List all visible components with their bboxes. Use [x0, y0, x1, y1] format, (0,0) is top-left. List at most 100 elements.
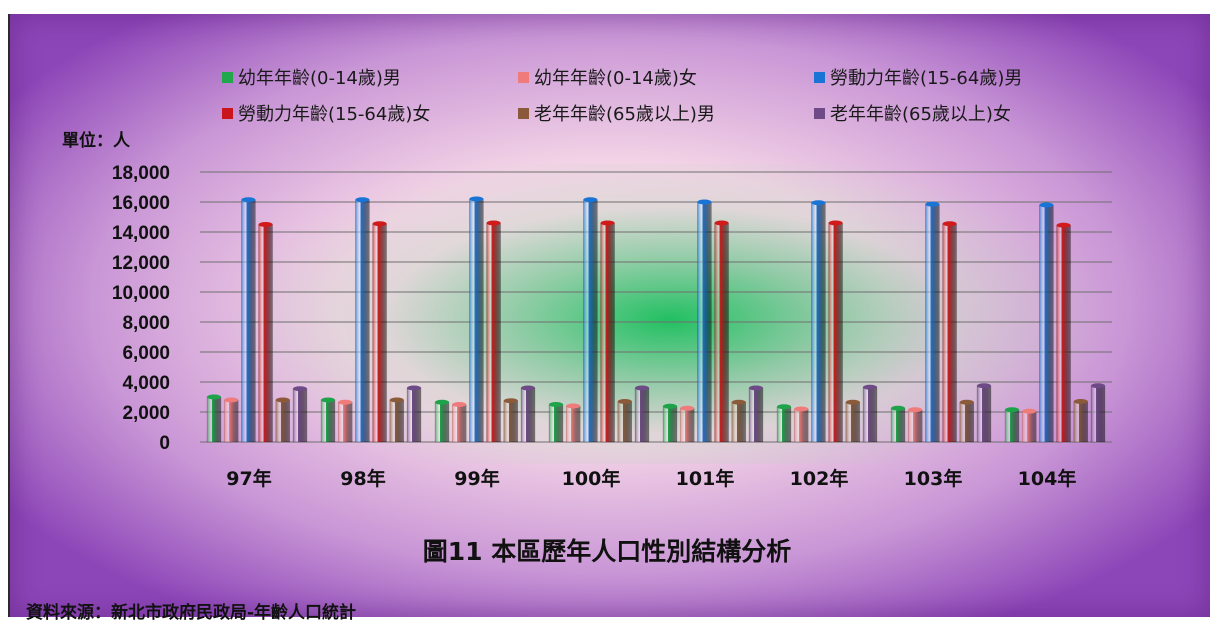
bar [565, 403, 581, 443]
y-tick-label: 18,000 [112, 163, 170, 184]
bar [372, 221, 387, 443]
bar [793, 406, 809, 443]
legend: 幼年年齡(0-14歲)男 幼年年齡(0-14歲)女 勞動力年齡(15-64歲)男… [222, 64, 1122, 126]
legend-item: 勞動力年齡(15-64歲)男 [814, 64, 1114, 90]
bar-body [451, 404, 467, 443]
bar [206, 394, 222, 443]
bar-body [337, 402, 353, 443]
bar-body [679, 408, 695, 443]
bar [486, 220, 501, 443]
bar-cap [224, 397, 239, 403]
bar-body [600, 222, 615, 443]
bar-body [925, 204, 940, 443]
legend-swatch [518, 71, 529, 83]
legend-swatch [814, 71, 825, 83]
bar [959, 399, 975, 443]
legend-item: 幼年年齡(0-14歲)男 [222, 64, 518, 90]
bar-body [845, 402, 861, 443]
bar-body [548, 404, 564, 443]
legend-label: 幼年年齡(0-14歲)女 [534, 68, 697, 89]
bar [907, 407, 923, 443]
bar-body [258, 224, 273, 443]
bar [434, 399, 450, 443]
bar [583, 197, 598, 443]
y-tick-label: 10,000 [112, 283, 170, 304]
legend-label: 勞動力年齡(15-64歲)女 [238, 104, 431, 125]
bar-body [1039, 204, 1054, 443]
bar [1021, 408, 1037, 443]
bar-body [275, 399, 291, 443]
bar [406, 385, 422, 443]
bar-cap [680, 405, 695, 411]
bar-body [406, 387, 422, 443]
bar-cap [617, 399, 632, 404]
bar-cap [635, 385, 649, 391]
bar-cap [600, 220, 615, 226]
bar [1039, 202, 1054, 443]
bar-cap [355, 197, 370, 203]
x-tick-label: 98年 [340, 467, 385, 490]
bar-body [907, 409, 923, 443]
bar-body [634, 387, 650, 443]
bar-cap [338, 399, 353, 405]
bar-cap [959, 399, 974, 405]
bar-cap [452, 402, 467, 407]
bar [292, 386, 308, 443]
bar-body [389, 399, 405, 443]
bar [617, 399, 633, 443]
bar [503, 398, 519, 443]
x-tick-label: 102年 [790, 467, 849, 490]
legend-swatch [518, 107, 529, 119]
bar-cap [828, 220, 843, 226]
bar-body [890, 408, 906, 443]
bar-cap [891, 405, 905, 411]
bar [223, 397, 239, 443]
legend-item: 老年年齡(65歲以上)男 [518, 100, 814, 126]
bar [548, 402, 564, 443]
y-tick-label: 8,000 [122, 313, 170, 334]
bar [337, 399, 353, 443]
bar [925, 201, 940, 443]
bar [355, 197, 370, 443]
legend-swatch [222, 71, 233, 83]
bar [811, 200, 826, 443]
bar [697, 199, 712, 443]
bar-body [942, 223, 957, 443]
x-tick-label: 101年 [676, 467, 735, 490]
bar-body [1056, 225, 1071, 443]
bar-body [372, 223, 387, 443]
legend-item: 幼年年齡(0-14歲)女 [518, 64, 814, 90]
bar-cap [258, 222, 273, 227]
bar-body [503, 400, 519, 443]
bar-cap [435, 399, 449, 405]
legend-item: 勞動力年齡(15-64歲)女 [222, 100, 518, 126]
bar-cap [293, 386, 307, 392]
bar-body [1004, 409, 1020, 443]
bar-body [811, 202, 826, 443]
bar-body [223, 399, 239, 443]
bar [389, 397, 405, 443]
bar-body [793, 408, 809, 443]
x-tick-label: 103年 [904, 467, 963, 490]
bar-body [320, 399, 336, 443]
bar [662, 403, 678, 443]
bar [520, 385, 536, 443]
bar-body [434, 402, 450, 443]
y-tick-label: 2,000 [122, 403, 170, 424]
bar-body [714, 222, 729, 443]
bar [845, 399, 861, 443]
legend-swatch [814, 107, 825, 119]
bar [679, 405, 695, 443]
bar [862, 384, 878, 443]
bar-cap [977, 383, 991, 389]
bar-body [862, 387, 878, 443]
data-source: 資料來源：新北市政府民政局-年齡人口統計 [26, 603, 357, 623]
bar-cap [503, 398, 518, 404]
bar [258, 222, 273, 443]
bar-cap [583, 197, 598, 203]
x-tick-label: 97年 [226, 467, 271, 490]
legend-label: 老年年齡(65歲以上)女 [830, 104, 1011, 125]
bar-cap [794, 406, 809, 412]
x-tick-label: 99年 [454, 467, 499, 490]
x-tick-label: 100年 [562, 467, 621, 490]
